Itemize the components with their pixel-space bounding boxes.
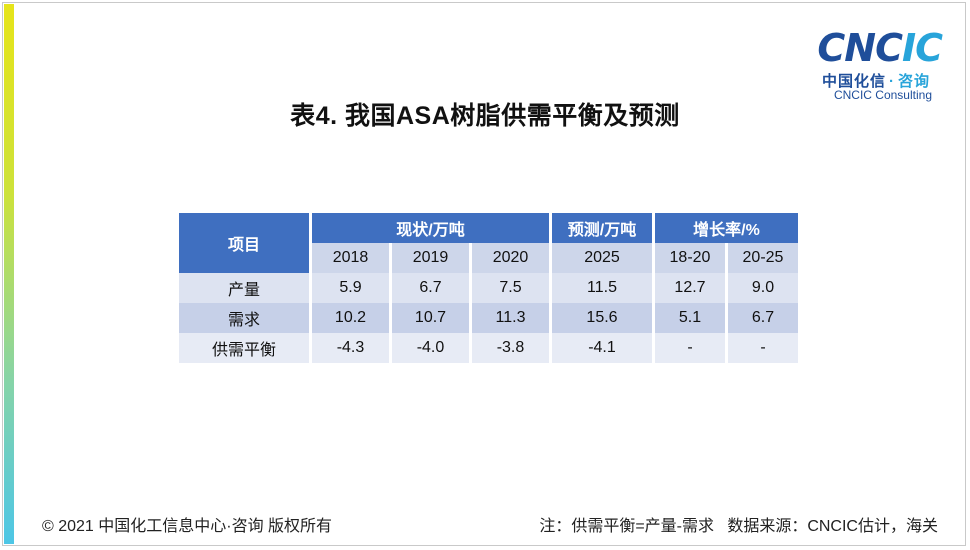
header-item: 项目 [179, 213, 309, 273]
subheader-20-25: 20-25 [728, 243, 798, 273]
subheader-2025: 2025 [552, 243, 652, 273]
table-cell: 11.3 [472, 303, 549, 333]
table-row-demand: 需求 10.2 10.7 11.3 15.6 5.1 6.7 [179, 303, 798, 333]
source-note: 注：供需平衡=产量-需求 数据来源：CNCIC估计，海关 [539, 518, 938, 535]
table-cell: 5.1 [655, 303, 725, 333]
table-cell: -4.3 [312, 333, 389, 363]
subheader-2019: 2019 [392, 243, 469, 273]
table-cell: 7.5 [472, 273, 549, 303]
table-cell: 6.7 [728, 303, 798, 333]
table-cell: -4.1 [552, 333, 652, 363]
copyright-text: © 2021 中国化工信息中心·咨询 版权所有 [42, 518, 333, 535]
logo-cn-main: 中国化信 [821, 73, 886, 90]
logo-word-part2: IC [901, 26, 943, 70]
table-cell: - [728, 333, 798, 363]
table-row-balance: 供需平衡 -4.3 -4.0 -3.8 -4.1 - - [179, 333, 798, 363]
row-label: 产量 [179, 273, 309, 303]
table-row-production: 产量 5.9 6.7 7.5 11.5 12.7 9.0 [179, 273, 798, 303]
logo-en-name: CNCIC Consulting [833, 88, 932, 102]
table-cell: - [655, 333, 725, 363]
logo-cn-name: 中国化信 · 咨询 [822, 70, 930, 91]
table-cell: 10.7 [392, 303, 469, 333]
table-cell: 6.7 [392, 273, 469, 303]
table-cell: 12.7 [655, 273, 725, 303]
subheader-2020: 2020 [472, 243, 549, 273]
table-cell: 15.6 [552, 303, 652, 333]
header-group-forecast: 预测/万吨 [552, 213, 652, 243]
header-group-growth: 增长率/% [655, 213, 798, 243]
table-cell: 9.0 [728, 273, 798, 303]
logo-wordmark: CNCIC [817, 26, 943, 70]
table-cell: -3.8 [472, 333, 549, 363]
logo-cn-dot: · [888, 73, 895, 90]
row-label: 供需平衡 [179, 333, 309, 363]
cncic-logo: CNCIC 中国化信 · 咨询 CNCIC Consulting [752, 26, 943, 104]
row-label: 需求 [179, 303, 309, 333]
table-cell: 5.9 [312, 273, 389, 303]
supply-demand-table: 项目 现状/万吨 预测/万吨 增长率/% 2018 2019 2020 2025… [176, 213, 801, 363]
table-cell: 10.2 [312, 303, 389, 333]
logo-cn-suffix: 咨询 [897, 73, 930, 90]
subheader-2018: 2018 [312, 243, 389, 273]
header-group-current: 现状/万吨 [312, 213, 549, 243]
accent-bar [4, 4, 14, 544]
table-cell: -4.0 [392, 333, 469, 363]
subheader-18-20: 18-20 [655, 243, 725, 273]
page-title: 表4. 我国ASA树脂供需平衡及预测 [290, 102, 680, 130]
table-cell: 11.5 [552, 273, 652, 303]
logo-word-part1: CNC [817, 26, 903, 70]
